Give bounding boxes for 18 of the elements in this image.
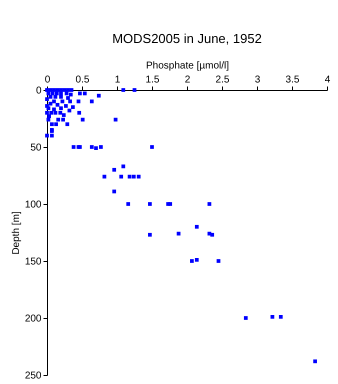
y-tick-label: 150: [24, 256, 42, 268]
x-tick-label: 2: [184, 74, 191, 86]
x-tick-label: 4: [324, 74, 331, 86]
x-tick-label: 0: [44, 74, 51, 86]
x-axis-title: Phosphate [µmol/l]: [146, 60, 230, 72]
x-tick-label: 0.5: [76, 74, 90, 86]
y-tick-label: 0: [36, 86, 42, 96]
x-tick-label: 3: [254, 74, 261, 86]
chart-title: MODS2005 in June, 1952: [112, 31, 262, 46]
x-tick-label: 2.5: [216, 74, 230, 86]
y-axis-title: Depth [m]: [10, 211, 22, 255]
x-tick-label: 1.5: [146, 74, 160, 86]
y-tick-label: 200: [24, 314, 42, 324]
x-tick-label: 3.5: [286, 74, 300, 86]
y-tick-label: 250: [24, 370, 42, 382]
y-tick-label: 50: [30, 142, 42, 154]
y-tick-label: 100: [24, 200, 42, 210]
x-tick-label: 1: [114, 74, 121, 86]
